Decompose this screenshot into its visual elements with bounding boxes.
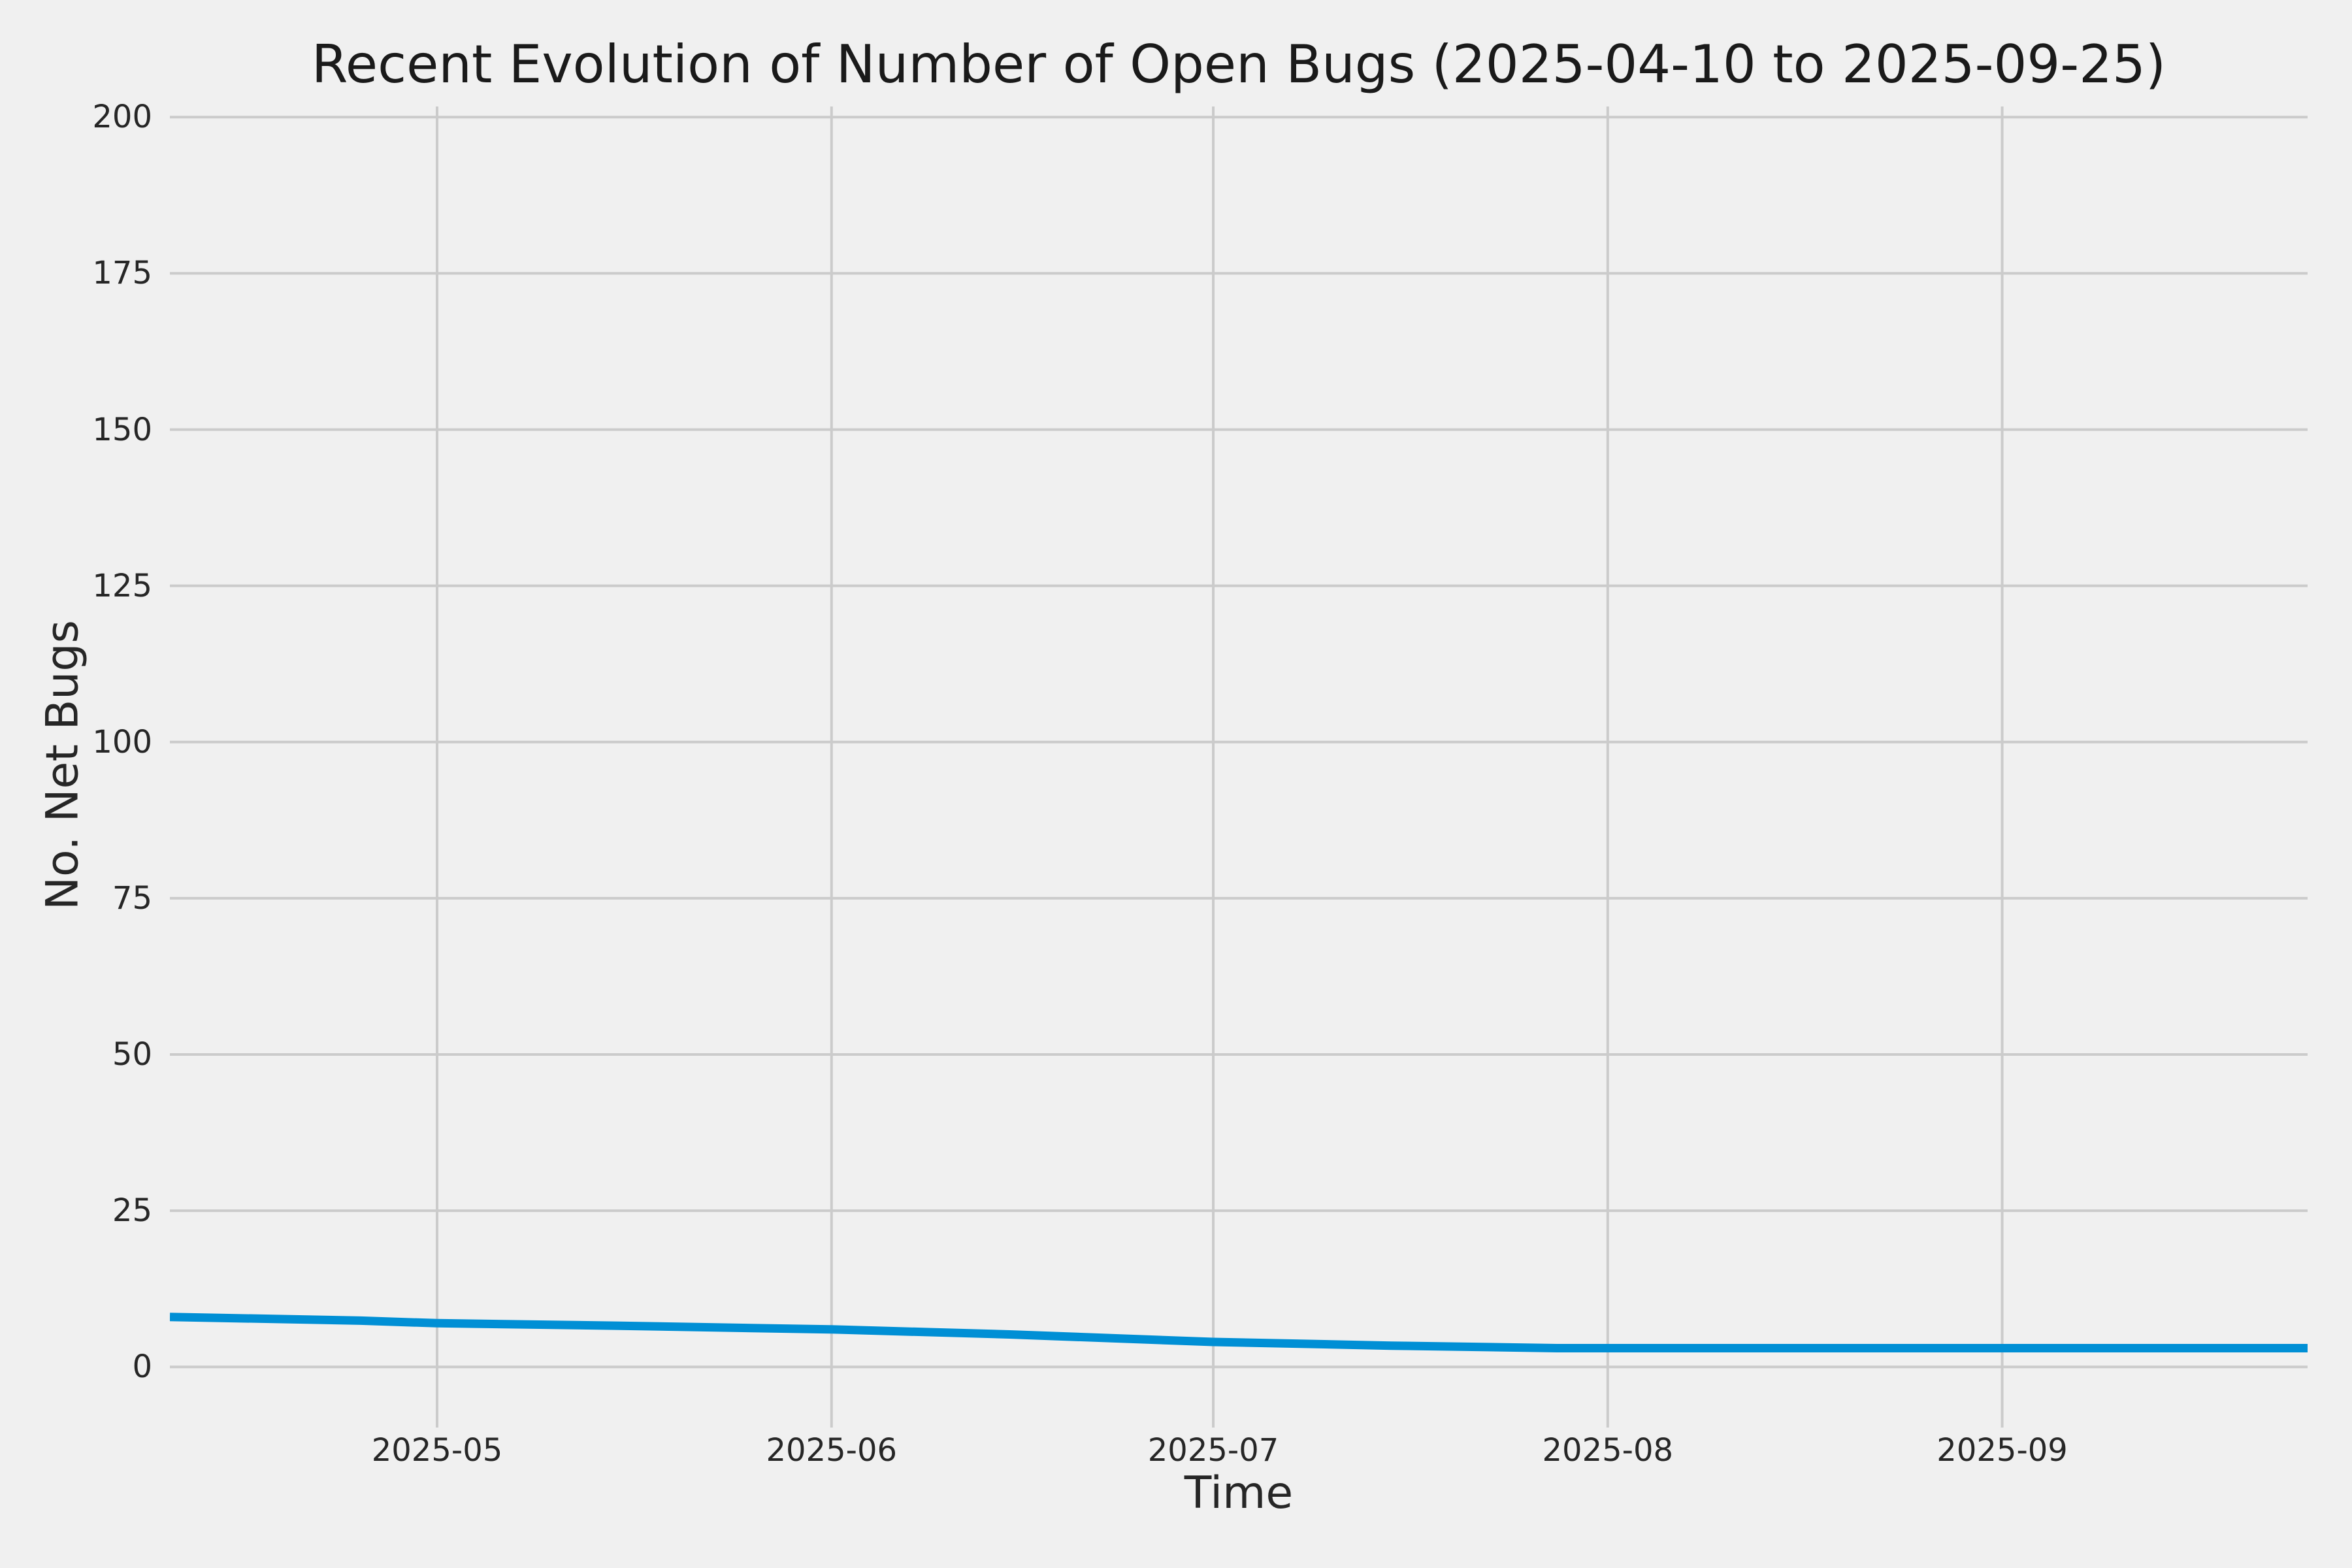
y-tick-label-50: 50 (112, 1036, 152, 1073)
y-tick-label-25: 25 (112, 1192, 152, 1230)
y-tick-label-0: 0 (132, 1348, 152, 1386)
plot-area (170, 106, 2308, 1428)
x-axis-label: Time (1184, 1467, 1294, 1519)
chart-title: Recent Evolution of Number of Open Bugs … (311, 34, 2166, 95)
y-tick-label-125: 125 (92, 567, 152, 604)
y-tick-label-200: 200 (92, 99, 152, 136)
x-tick-label-2025-09: 2025-09 (1936, 1432, 2068, 1469)
y-tick-label-150: 150 (92, 411, 152, 448)
y-tick-label-100: 100 (92, 723, 152, 760)
y-axis-label: No. Net Bugs (37, 620, 89, 910)
x-tick-label-2025-07: 2025-07 (1147, 1432, 1279, 1469)
x-tick-label-2025-08: 2025-08 (1542, 1432, 1674, 1469)
y-tick-label-175: 175 (92, 255, 152, 292)
open-bugs-line (170, 1313, 2308, 1352)
x-tick-label-2025-06: 2025-06 (766, 1432, 898, 1469)
y-tick-label-75: 75 (112, 879, 152, 917)
x-tick-label-2025-05: 2025-05 (371, 1432, 503, 1469)
